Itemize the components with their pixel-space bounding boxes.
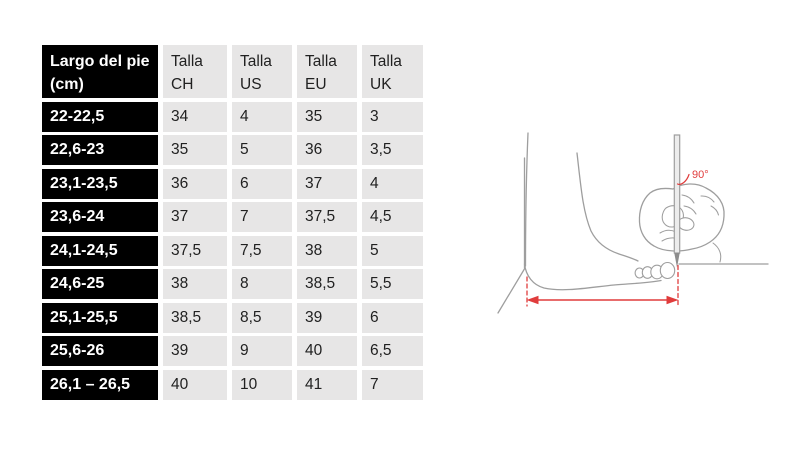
leg-front-line (576, 152, 639, 262)
size-cell: 6 (232, 168, 292, 199)
size-cell: 3 (362, 101, 423, 132)
row-header-cell: 24,1-24,5 (42, 235, 158, 266)
row-header-cell: 22,6-23 (42, 135, 158, 165)
row-header-cell: 24,6-25 (42, 269, 158, 299)
table-header: Talla UK (362, 45, 423, 98)
size-cell: 5 (362, 235, 423, 266)
sole-line (523, 263, 662, 291)
size-cell: 36 (163, 168, 227, 199)
size-cell: 6,5 (362, 336, 423, 366)
size-cell: 6 (362, 302, 423, 333)
arrow-head-left (526, 295, 539, 305)
size-conversion-table: Largo del pie (cm) Talla CH Talla US Talla … (42, 45, 423, 400)
row-header-cell: 23,1-23,5 (42, 168, 158, 199)
table-header: Talla CH (163, 45, 227, 98)
row-header-cell: 26,1 – 26,5 (42, 369, 158, 400)
size-cell: 38 (297, 235, 357, 266)
size-cell: 35 (297, 101, 357, 132)
size-cell: 4 (362, 168, 423, 199)
angle-arc (676, 173, 690, 185)
foot-measurement-illustration: 90° (497, 132, 769, 314)
toes (634, 261, 676, 280)
size-cell: 3,5 (362, 135, 423, 165)
size-cell: 41 (297, 369, 357, 400)
table-header: Talla EU (297, 45, 357, 98)
size-cell: 7 (362, 369, 423, 400)
row-header-cell: 23,6-24 (42, 202, 158, 232)
size-cell: 39 (297, 302, 357, 333)
size-cell: 37 (163, 202, 227, 232)
arrow-head-right (666, 295, 679, 305)
size-cell: 5,5 (362, 269, 423, 299)
size-cell: 38,5 (163, 302, 227, 333)
size-cell: 8,5 (232, 302, 292, 333)
size-cell: 7,5 (232, 235, 292, 266)
size-cell: 40 (163, 369, 227, 400)
size-cell: 4,5 (362, 202, 423, 232)
size-cell: 38 (163, 269, 227, 299)
wall-floor-diagonal (497, 267, 526, 314)
size-cell: 37,5 (163, 235, 227, 266)
size-cell: 39 (163, 336, 227, 366)
size-cell: 7 (232, 202, 292, 232)
size-cell: 9 (232, 336, 292, 366)
size-cell: 4 (232, 101, 292, 132)
row-header-cell: 25,6-26 (42, 336, 158, 366)
leg-back-line (524, 132, 529, 267)
size-cell: 34 (163, 101, 227, 132)
size-cell: 37,5 (297, 202, 357, 232)
size-cell: 10 (232, 369, 292, 400)
size-cell: 8 (232, 269, 292, 299)
table-header: Talla US (232, 45, 292, 98)
table-header-foot-length: Largo del pie (cm) (42, 45, 158, 98)
row-header-cell: 22-22,5 (42, 101, 158, 132)
size-cell: 35 (163, 135, 227, 165)
size-cell: 5 (232, 135, 292, 165)
size-cell: 36 (297, 135, 357, 165)
pencil (673, 134, 681, 268)
row-header-cell: 25,1-25,5 (42, 302, 158, 333)
size-cell: 40 (297, 336, 357, 366)
angle-label: 90° (692, 169, 709, 181)
size-cell: 37 (297, 168, 357, 199)
size-cell: 38,5 (297, 269, 357, 299)
